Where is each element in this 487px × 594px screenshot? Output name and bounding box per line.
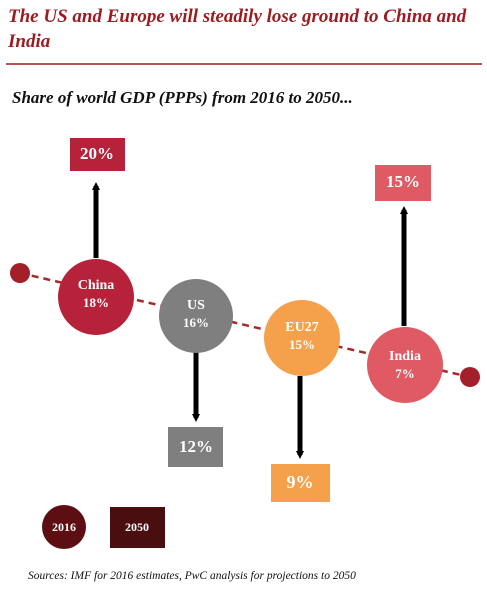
box-2050 bbox=[70, 138, 125, 171]
trend-end bbox=[10, 263, 30, 283]
circle-2016 bbox=[58, 259, 134, 335]
subtitle: Share of world GDP (PPPs) from 2016 to 2… bbox=[12, 88, 353, 107]
share-2016: 7% bbox=[395, 366, 415, 381]
box-2050 bbox=[168, 427, 223, 467]
node-india: 15% India 7% bbox=[367, 165, 443, 403]
source-note: Sources: IMF for 2016 estimates, PwC ana… bbox=[28, 570, 356, 582]
node-china: 20% China 18% bbox=[58, 138, 134, 335]
circle-2016 bbox=[367, 327, 443, 403]
node-label: US bbox=[187, 298, 205, 313]
trend-end bbox=[460, 367, 480, 387]
share-2050: 12% bbox=[179, 437, 213, 456]
node-label: EU27 bbox=[285, 320, 318, 335]
circle-2016 bbox=[264, 300, 340, 376]
share-2050: 20% bbox=[80, 144, 114, 163]
circle-2016 bbox=[159, 279, 233, 353]
legend-circle bbox=[42, 505, 86, 549]
legend: 2016 2050 bbox=[42, 505, 165, 549]
share-2016: 15% bbox=[289, 337, 315, 352]
box-2050 bbox=[271, 464, 330, 502]
node-eu27: 9% EU27 15% bbox=[264, 300, 340, 502]
node-us: 12% US 16% bbox=[159, 279, 233, 467]
node-label: China bbox=[78, 278, 115, 293]
legend-label: 2050 bbox=[125, 520, 149, 534]
share-2016: 18% bbox=[83, 295, 109, 310]
legend-label: 2016 bbox=[52, 520, 76, 534]
title: The US and Europe will steadily lose gro… bbox=[8, 6, 467, 52]
share-2050: 15% bbox=[386, 172, 420, 191]
box-2050 bbox=[375, 165, 431, 201]
node-label: India bbox=[389, 349, 421, 364]
legend-square bbox=[110, 507, 165, 548]
share-2050: 9% bbox=[287, 472, 314, 492]
share-2016: 16% bbox=[183, 315, 209, 330]
